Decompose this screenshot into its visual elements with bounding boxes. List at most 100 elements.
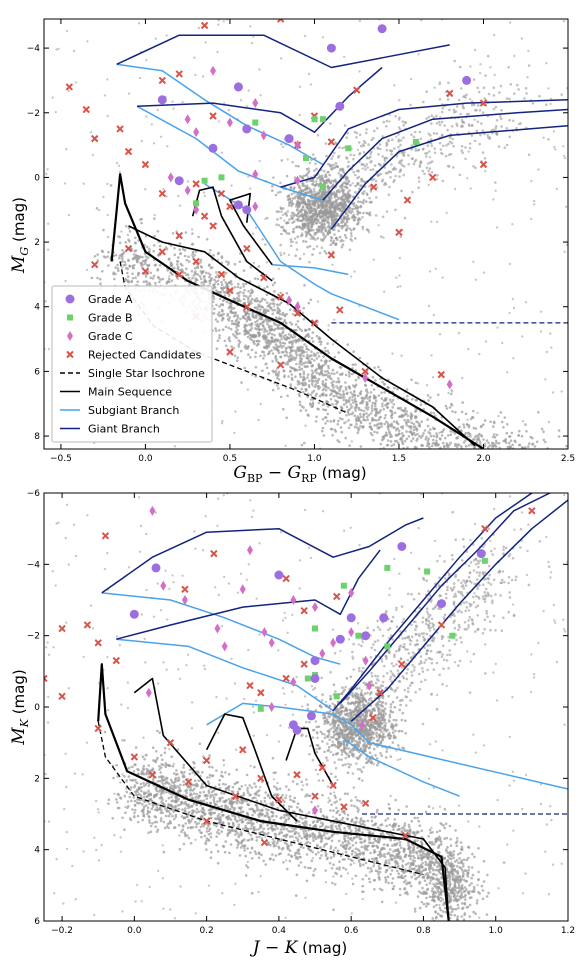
field-star bbox=[373, 129, 376, 133]
field-star bbox=[235, 359, 239, 363]
field-star bbox=[419, 161, 422, 164]
field-star bbox=[337, 188, 340, 192]
field-star bbox=[283, 219, 286, 222]
field-star bbox=[272, 328, 276, 332]
field-star bbox=[467, 123, 471, 126]
field-star bbox=[497, 468, 500, 471]
field-star bbox=[271, 360, 274, 363]
field-star bbox=[217, 120, 220, 123]
field-star bbox=[476, 411, 479, 415]
field-star bbox=[384, 431, 388, 435]
field-star bbox=[445, 144, 448, 147]
field-star bbox=[342, 205, 345, 209]
field-star bbox=[302, 354, 305, 358]
field-star bbox=[485, 439, 489, 442]
field-star bbox=[492, 479, 495, 482]
field-star bbox=[420, 19, 423, 22]
field-star bbox=[273, 290, 276, 293]
field-star bbox=[354, 173, 357, 177]
field-star bbox=[495, 433, 499, 437]
field-star bbox=[509, 445, 512, 449]
field-star bbox=[310, 211, 314, 215]
field-star bbox=[333, 318, 336, 321]
field-star bbox=[308, 360, 312, 364]
field-star bbox=[306, 245, 309, 249]
field-star bbox=[303, 34, 307, 38]
field-star bbox=[156, 230, 160, 233]
field-star bbox=[408, 865, 412, 869]
field-star bbox=[545, 62, 548, 65]
field-star bbox=[307, 217, 311, 220]
field-star bbox=[345, 156, 348, 159]
field-star bbox=[262, 357, 265, 360]
field-star bbox=[140, 221, 143, 225]
field-star bbox=[505, 469, 508, 472]
field-star bbox=[391, 352, 394, 355]
field-star bbox=[412, 162, 416, 166]
field-star bbox=[438, 98, 442, 101]
field-star bbox=[402, 434, 405, 438]
field-star bbox=[505, 472, 508, 475]
field-star bbox=[333, 428, 337, 432]
field-star bbox=[312, 247, 316, 251]
field-star bbox=[403, 439, 407, 443]
field-star bbox=[303, 383, 306, 387]
field-star bbox=[353, 218, 356, 222]
field-star bbox=[90, 276, 94, 280]
field-star bbox=[362, 211, 365, 215]
field-star bbox=[348, 189, 352, 192]
field-star bbox=[337, 419, 340, 423]
field-star bbox=[369, 190, 373, 193]
field-star bbox=[375, 186, 379, 189]
field-star bbox=[410, 144, 414, 147]
field-star bbox=[67, 89, 71, 93]
field-star bbox=[354, 207, 358, 210]
field-star bbox=[64, 279, 67, 283]
field-star bbox=[327, 162, 330, 166]
field-star bbox=[247, 345, 250, 348]
field-star bbox=[356, 431, 360, 435]
field-star bbox=[290, 214, 293, 218]
field-star bbox=[234, 330, 238, 333]
field-star bbox=[311, 153, 315, 156]
field-star bbox=[429, 134, 432, 137]
field-star bbox=[370, 407, 374, 410]
field-star bbox=[494, 481, 497, 484]
field-star bbox=[321, 228, 324, 232]
field-star bbox=[332, 394, 336, 398]
field-star bbox=[444, 154, 448, 158]
field-star bbox=[509, 439, 513, 443]
field-star bbox=[355, 422, 358, 426]
field-star bbox=[313, 217, 317, 220]
field-star bbox=[214, 327, 217, 330]
field-star bbox=[381, 178, 385, 182]
field-star bbox=[507, 468, 510, 471]
field-star bbox=[346, 132, 349, 135]
field-star bbox=[355, 426, 359, 429]
field-star bbox=[425, 435, 428, 439]
field-star bbox=[466, 418, 469, 421]
field-star bbox=[228, 339, 232, 343]
field-star bbox=[458, 466, 461, 469]
field-star bbox=[405, 430, 408, 433]
rejected-candidate-marker bbox=[403, 196, 412, 204]
field-star bbox=[432, 313, 435, 317]
field-star bbox=[186, 273, 190, 277]
field-star bbox=[483, 449, 486, 452]
field-star bbox=[184, 231, 188, 234]
field-star bbox=[320, 174, 324, 178]
field-star bbox=[106, 235, 110, 239]
field-star bbox=[268, 305, 272, 308]
field-star bbox=[506, 465, 509, 468]
field-star bbox=[239, 349, 243, 353]
field-star bbox=[459, 112, 463, 116]
field-star bbox=[331, 185, 334, 188]
field-star bbox=[533, 461, 536, 464]
field-star bbox=[278, 316, 281, 320]
field-star bbox=[179, 252, 182, 256]
field-star bbox=[279, 251, 282, 254]
field-star bbox=[480, 122, 483, 125]
field-star bbox=[525, 480, 528, 483]
y-axis-label: MG (mag) bbox=[9, 197, 31, 274]
field-star bbox=[281, 213, 285, 217]
